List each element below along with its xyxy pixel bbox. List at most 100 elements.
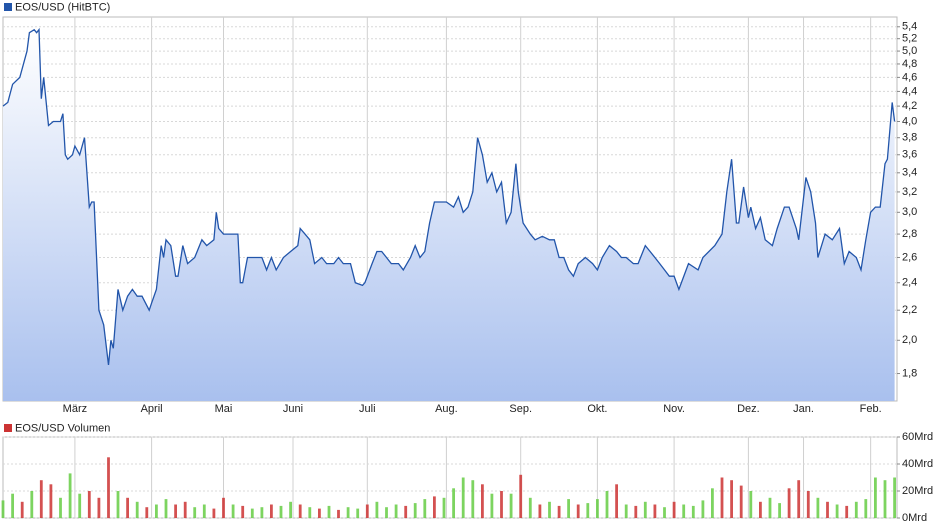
volume-bar: [711, 488, 714, 518]
volume-bar: [375, 501, 379, 518]
volume-bar: [78, 493, 82, 518]
volume-bar: [778, 503, 781, 518]
volume-bar: [49, 484, 53, 519]
y-tick-label: 4,8: [902, 58, 917, 70]
volume-bar: [423, 499, 427, 518]
y-tick-label: 2,2: [902, 304, 917, 316]
volume-bar: [202, 504, 206, 518]
volume-bar: [768, 497, 772, 519]
volume-bar: [624, 504, 628, 518]
x-tick-label: Juni: [283, 403, 303, 415]
x-tick-label: Dez.: [737, 403, 760, 415]
volume-bar: [576, 504, 580, 518]
volume-bar: [509, 493, 513, 518]
x-tick-label: Mai: [215, 403, 233, 415]
y-tick-label: 5,4: [902, 21, 917, 33]
volume-bar: [365, 504, 369, 518]
price-panel: März April Mai Juni Juli Aug. Sep. Okt. Nov. Dez.…: [2, 16, 917, 415]
volume-bar: [289, 501, 292, 518]
volume-bar: [471, 480, 475, 518]
volume-bar: [567, 499, 570, 518]
volume-bar: [528, 497, 532, 519]
volume-bar: [643, 501, 647, 518]
volume-bar: [787, 488, 791, 518]
volume-bar: [557, 505, 561, 518]
area: [3, 29, 895, 401]
volume-bar: [260, 507, 264, 518]
volume-bar: [241, 505, 245, 518]
volume-bar: [653, 504, 657, 518]
volume-bar: [835, 504, 839, 518]
volume-bar: [164, 499, 168, 518]
volume-bar: [116, 491, 120, 518]
volume-bar: [596, 499, 599, 518]
volume-bar: [826, 501, 829, 518]
volume-bar: [749, 491, 753, 518]
volume-bar: [337, 509, 340, 518]
legend-swatch: [4, 424, 12, 432]
volume-bar: [854, 501, 858, 518]
volume-bar: [615, 484, 618, 519]
volume-bar: [806, 491, 810, 518]
y-tick-label: 40Mrd: [902, 458, 933, 470]
volume-bar: [634, 505, 638, 518]
y-tick-label: 2,8: [902, 228, 917, 240]
volume-bar: [893, 477, 896, 518]
volume-bar: [145, 507, 149, 518]
volume-bar: [394, 504, 398, 518]
y-tick-label: 4,4: [902, 85, 917, 97]
y-tick-label: 3,8: [902, 132, 917, 144]
x-tick-label: Feb.: [860, 403, 882, 415]
volume-bar: [212, 508, 216, 518]
volume-bar: [318, 508, 321, 518]
volume-bar: [519, 474, 523, 518]
volume-bar: [442, 497, 446, 519]
volume-bar: [548, 501, 551, 518]
volume-bar: [97, 497, 101, 519]
volume-bar: [126, 497, 129, 519]
volume-bar: [1, 500, 5, 518]
y-tick-label: 3,4: [902, 167, 917, 179]
x-tick-label: Sep.: [509, 403, 532, 415]
volume-bar: [404, 505, 408, 518]
x-tick-label: Jan.: [793, 403, 814, 415]
volume-bar: [155, 504, 158, 518]
volume-bar: [346, 507, 350, 518]
y-tick-label: 4,0: [902, 115, 917, 127]
volume-bar: [279, 505, 283, 518]
volume-bar: [739, 485, 743, 518]
volume-bar: [385, 507, 388, 518]
y-tick-label: 3,0: [902, 206, 917, 218]
legend-swatch: [4, 3, 12, 11]
y-tick-label: 5,2: [902, 33, 917, 45]
x-tick-label: Juli: [359, 403, 376, 415]
volume-bar: [864, 499, 868, 518]
y-tick-label: 20Mrd: [902, 485, 933, 497]
volume-bar: [663, 507, 666, 518]
y-tick-label: 2,0: [902, 334, 917, 346]
x-tick-label: April: [141, 403, 163, 415]
y-tick-label: 5,0: [902, 45, 917, 57]
volume-bar: [605, 491, 609, 518]
volume-bar: [270, 504, 273, 518]
y-tick-label: 4,2: [902, 100, 917, 112]
volume-bar: [193, 507, 197, 518]
y-tick-label: 2,4: [902, 277, 917, 289]
volume-bar: [816, 497, 820, 519]
volume-bar: [174, 504, 177, 518]
volume-bar: [231, 504, 235, 518]
volume-bar: [87, 491, 91, 518]
volume-panel: 0Mrd 20Mrd 40Mrd 60Mrd: [1, 431, 933, 524]
y-tick-label: 3,6: [902, 149, 917, 161]
price-line: [2, 27, 896, 365]
volume-bar: [500, 491, 503, 518]
x-tick-label: Aug.: [435, 403, 458, 415]
volume-bar: [883, 480, 887, 518]
volume-bar: [672, 501, 676, 518]
y-tick-label: 1,8: [902, 367, 917, 379]
volume-bar: [68, 473, 72, 518]
y-tick-label: 60Mrd: [902, 431, 933, 443]
volume-bar: [327, 505, 331, 518]
